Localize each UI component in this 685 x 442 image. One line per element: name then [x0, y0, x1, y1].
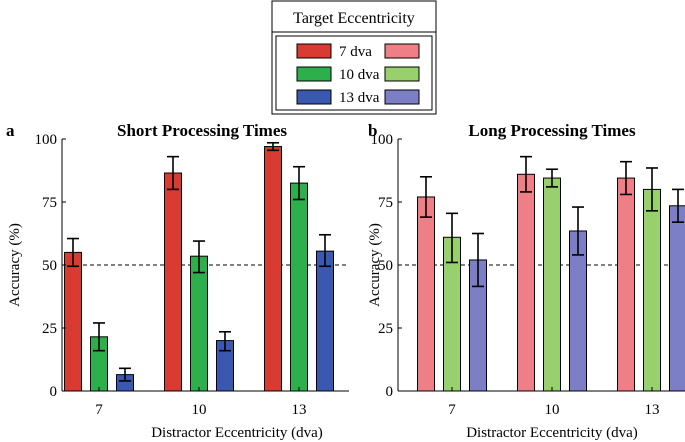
- legend-label: 13 dva: [339, 90, 380, 106]
- y-tick-label: 25: [42, 321, 57, 337]
- bar: [64, 251, 82, 392]
- legend-swatch-dark: [296, 89, 332, 105]
- y-tick-label: 75: [42, 195, 57, 211]
- y-tick-label: 25: [378, 321, 393, 337]
- legend-swatch-dark: [296, 66, 332, 82]
- y-tick-label: 50: [378, 258, 393, 274]
- legend-swatch-light: [384, 89, 420, 105]
- panel-b-ylabel: Accuracy (%): [367, 223, 383, 307]
- legend-title: Target Eccentricity: [293, 10, 415, 27]
- panel-a-title: Short Processing Times: [117, 121, 287, 140]
- bar: [669, 205, 685, 392]
- x-tick-label: 13: [292, 402, 307, 418]
- bar: [316, 250, 334, 392]
- y-tick-label: 100: [371, 132, 394, 148]
- legend-swatch-dark: [296, 43, 332, 59]
- panel-a-ylabel: Accuracy (%): [7, 223, 23, 307]
- bar: [190, 255, 208, 392]
- y-tick-label: 75: [378, 195, 393, 211]
- legend-swatch-light: [384, 43, 420, 59]
- panel-a: a Short Processing Times Distractor Ecce…: [6, 121, 349, 441]
- legend: Target Eccentricity 7 dva 10 dva 13 dva: [271, 0, 437, 115]
- x-tick-label: 13: [645, 402, 660, 418]
- bar: [264, 146, 282, 392]
- panel-b-letter: b: [368, 121, 377, 140]
- y-tick-label: 0: [50, 384, 58, 400]
- bar: [617, 177, 635, 392]
- legend-label: 7 dva: [339, 44, 372, 60]
- y-tick-label: 100: [35, 132, 58, 148]
- x-tick-label: 10: [192, 402, 207, 418]
- y-tick-label: 0: [386, 384, 394, 400]
- panel-a-letter: a: [6, 121, 15, 140]
- panel-b: b Long Processing Times Distractor Eccen…: [367, 121, 685, 441]
- bar: [643, 188, 661, 392]
- y-tick-label: 50: [42, 258, 57, 274]
- bar: [290, 182, 308, 392]
- x-tick-label: 10: [545, 402, 560, 418]
- bar: [164, 172, 182, 392]
- x-tick-label: 7: [95, 402, 103, 418]
- panel-b-title: Long Processing Times: [468, 121, 636, 140]
- x-tick-label: 7: [448, 402, 456, 418]
- panel-b-xlabel: Distractor Eccentricity (dva): [466, 425, 638, 441]
- bar: [543, 177, 561, 392]
- legend-swatch-light: [384, 66, 420, 82]
- bar: [417, 196, 435, 392]
- bar: [517, 173, 535, 392]
- panel-a-xlabel: Distractor Eccentricity (dva): [151, 425, 323, 441]
- legend-label: 10 dva: [339, 67, 380, 83]
